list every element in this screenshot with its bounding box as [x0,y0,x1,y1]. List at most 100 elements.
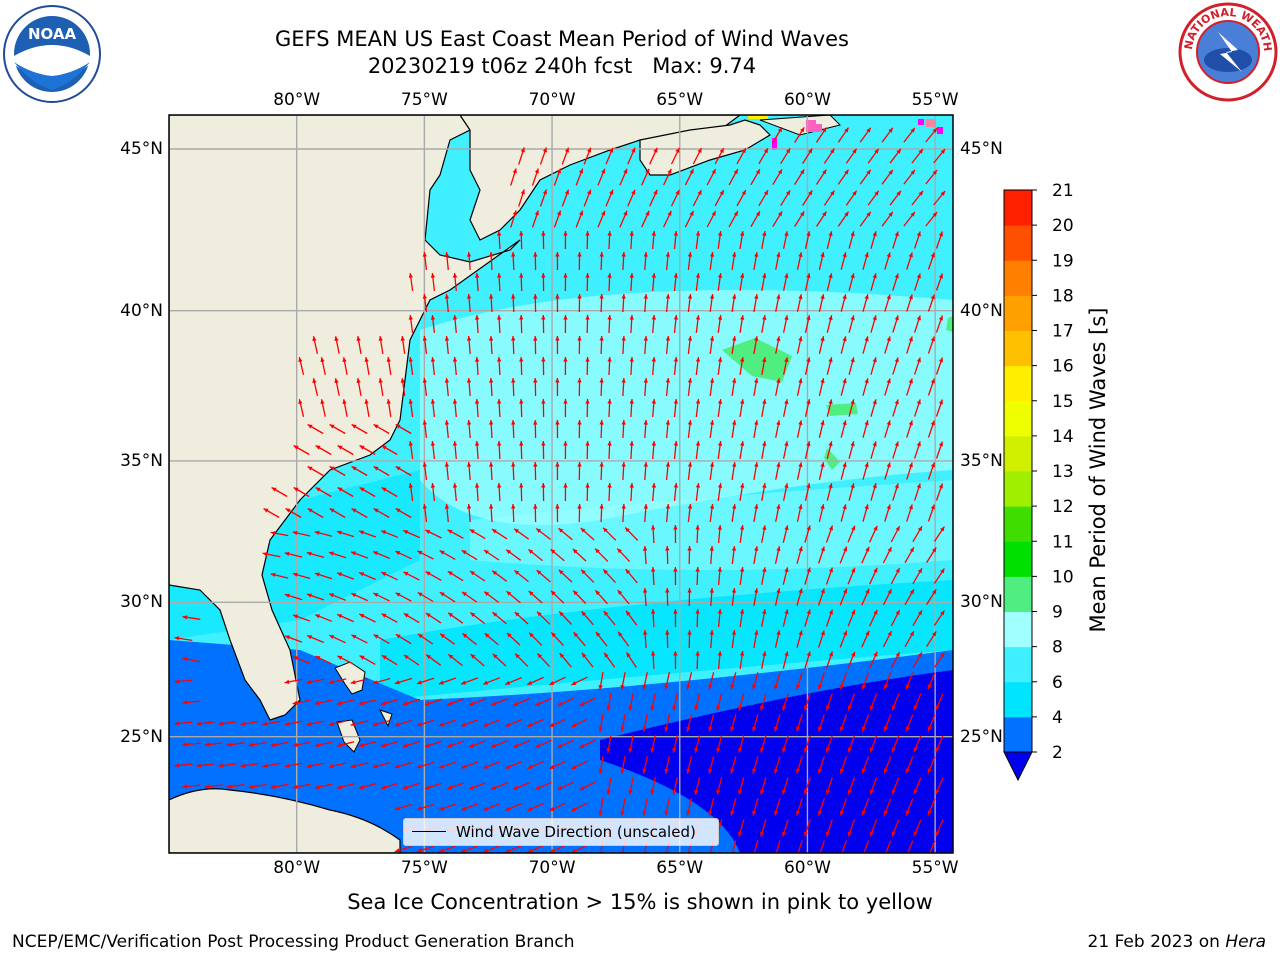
wind-wave-arrowhead [762,357,767,362]
wind-wave-arrowhead [850,357,855,363]
wind-wave-arrowhead [444,378,450,383]
wind-wave-arrowhead [358,530,364,535]
wind-wave-arrowhead [444,252,450,257]
wind-wave-arrowhead [315,445,321,450]
wind-wave-arrowhead [808,148,813,154]
wind-wave-arrowhead [754,420,759,425]
wind-wave-arrowhead [908,504,913,510]
wind-wave-arrowhead [717,315,723,320]
wind-wave-arrowhead [695,651,700,656]
wind-wave-arrowhead [452,483,458,488]
wind-wave-arrowhead [579,168,584,174]
wind-wave-arrowhead [599,294,604,299]
wind-wave-arrowhead [408,483,413,488]
wind-wave-arrowhead [461,680,466,685]
wind-wave-arrowhead [776,462,781,467]
wind-wave-arrowhead [864,462,869,468]
wind-wave-arrowhead [930,462,935,468]
wind-wave-arrowhead [891,705,896,711]
colorbar-segment [1004,646,1032,683]
wind-wave-arrowhead [533,378,538,383]
wind-wave-arrowhead [595,548,600,554]
colorbar-tick-label: 20 [1052,216,1074,236]
wind-wave-arrowhead [422,336,427,341]
wind-wave-arrowhead [643,294,648,299]
wind-wave-arrowhead [204,742,210,747]
wind-wave-arrowhead [776,546,781,552]
wind-wave-arrowhead [533,294,538,299]
wind-wave-arrowhead [607,483,612,488]
wind-wave-arrowhead [533,504,538,509]
wind-wave-arrowhead [585,399,590,404]
wind-wave-arrowhead [557,785,563,790]
wind-wave-arrowhead [534,168,539,174]
wind-wave-arrowhead [938,315,943,321]
wind-wave-arrowhead [917,568,922,574]
colorbar-tick-label: 2 [1052,743,1063,763]
wind-wave-arrowhead [930,504,935,510]
wind-wave-arrowhead [581,611,587,617]
wind-wave-arrowhead [359,655,365,660]
wind-wave-arrowhead [796,810,801,816]
wind-wave-arrowhead [908,294,913,300]
wind-wave-arrowhead [886,378,891,384]
wind-wave-arrowhead [784,315,789,320]
wind-wave-arrowhead [651,483,656,488]
wind-wave-arrowhead [776,630,781,636]
wind-wave-arrowhead [894,357,899,363]
wind-wave-arrowhead [519,357,524,362]
wind-wave-arrowhead [784,609,789,615]
wind-wave-arrowhead [843,546,848,552]
wind-wave-arrowhead [739,567,745,572]
wind-wave-arrowhead [798,420,803,426]
wind-wave-arrowhead [852,148,857,154]
wind-wave-arrowhead [672,705,677,711]
wind-wave-arrowhead [820,588,825,594]
wind-wave-arrowhead [549,722,555,727]
wind-wave-arrowhead [492,653,498,659]
wind-wave-arrowhead [804,789,809,795]
wind-wave-arrowhead [664,684,669,690]
wind-wave-arrowhead [497,357,502,362]
wind-wave-arrowhead [717,525,722,530]
wind-wave-arrowhead [621,378,626,383]
wind-wave-arrowhead [358,785,364,790]
wind-wave-arrowhead [932,589,937,595]
wind-wave-arrowhead [869,831,874,837]
wind-wave-arrowhead [629,231,634,236]
wind-wave-arrowhead [492,570,498,576]
wind-wave-arrowhead [930,420,935,426]
wind-wave-arrowhead [697,148,702,153]
wind-wave-arrowhead [673,231,678,236]
wind-wave-arrowhead [270,784,276,789]
wind-wave-arrowhead [452,399,458,404]
wind-wave-arrowhead [470,654,476,659]
wind-wave-arrowhead [798,252,803,258]
wind-wave-arrowhead [381,572,387,577]
wind-wave-arrowhead [869,747,874,753]
wind-wave-arrowhead [533,420,538,425]
wind-wave-arrowhead [320,399,325,405]
wind-wave-arrowhead [762,651,767,656]
wind-wave-arrowhead [817,726,823,732]
wind-wave-arrowhead [580,528,586,533]
wind-wave-arrowhead [571,723,577,727]
wind-wave-arrowhead [686,768,691,774]
wind-wave-arrowhead [541,273,546,278]
wind-wave-arrowhead [541,231,546,236]
wind-wave-arrowhead [512,210,517,216]
wind-wave-arrowhead [447,529,453,534]
wind-wave-arrowhead [337,572,342,577]
wind-wave-arrowhead [621,504,626,509]
wind-wave-arrowhead [908,336,913,342]
wind-wave-arrowhead [913,789,918,795]
wind-wave-arrowhead [609,189,614,195]
wind-wave-arrowhead [417,634,423,639]
wind-wave-arrowhead [483,550,489,555]
wind-wave-arrowhead [822,211,827,217]
lon-tick-label-bottom: 60°W [783,858,831,878]
wind-wave-arrowhead [866,127,871,133]
wind-wave-arrowhead [511,336,516,341]
wind-wave-arrowhead [306,593,312,598]
wind-wave-arrowhead [932,547,937,553]
